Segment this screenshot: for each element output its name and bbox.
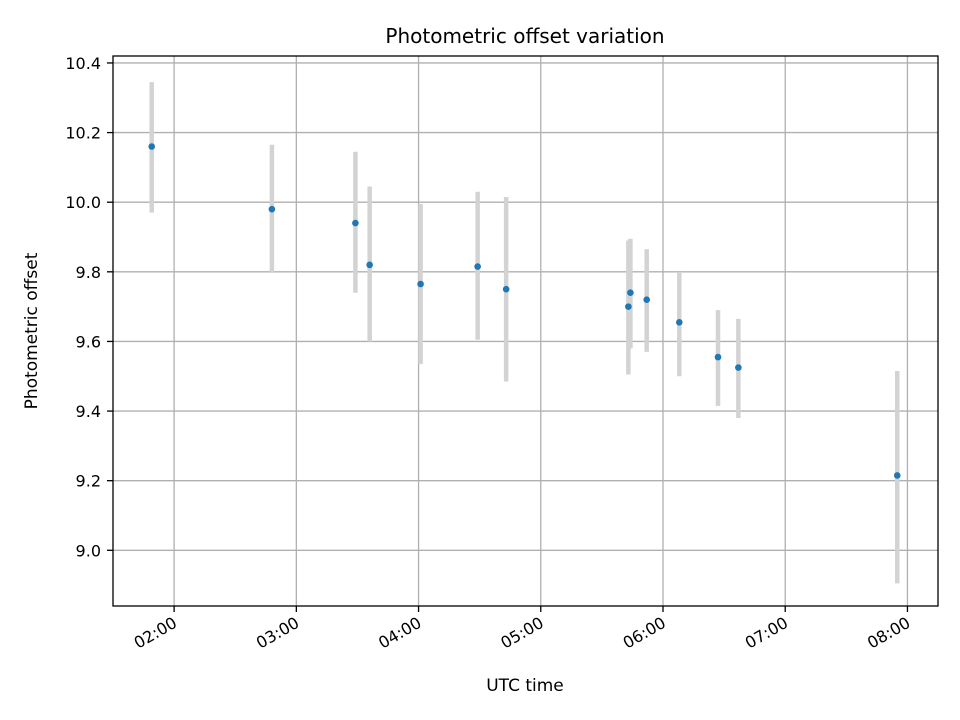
data-point <box>148 143 156 150</box>
data-point <box>627 289 634 297</box>
data-point <box>735 364 742 371</box>
data-point <box>714 353 722 361</box>
x-tick-label: 02:00 <box>131 613 180 653</box>
y-tick-label: 9.4 <box>76 402 101 421</box>
data-point <box>366 261 373 269</box>
data-point <box>643 296 651 303</box>
y-tick-label: 10.2 <box>65 124 101 143</box>
data-point <box>625 303 632 310</box>
y-tick-label: 9.6 <box>76 332 101 351</box>
x-tick-label: 06:00 <box>620 613 669 653</box>
data-point <box>268 205 276 213</box>
data-point <box>474 263 481 270</box>
y-tick-label: 9.2 <box>76 472 101 491</box>
grid <box>113 56 938 606</box>
data-points <box>148 143 901 479</box>
y-tick-label: 10.0 <box>65 193 101 212</box>
plot-frame <box>112 55 939 607</box>
x-tick-label: 05:00 <box>497 613 546 653</box>
x-tick-label: 07:00 <box>742 613 791 653</box>
x-tick-label: 03:00 <box>253 613 302 653</box>
x-axis-ticks: 02:00 03:00 04:00 05:00 06:00 07:00 08:00 <box>131 606 913 653</box>
data-point <box>893 472 901 479</box>
x-axis-label: UTC time <box>486 676 564 696</box>
data-point <box>502 285 510 293</box>
x-tick-label: 08:00 <box>864 613 913 653</box>
y-tick-label: 10.4 <box>65 54 101 73</box>
y-tick-label: 9.0 <box>76 541 101 560</box>
y-axis-label: Photometric offset <box>22 252 42 409</box>
y-tick-label: 9.8 <box>76 263 101 282</box>
chart-title: Photometric offset variation <box>385 24 664 48</box>
x-tick-label: 04:00 <box>375 613 424 653</box>
data-point <box>675 318 683 326</box>
data-point <box>352 219 359 227</box>
data-point <box>417 280 424 288</box>
y-axis-ticks: 9.0 9.2 9.4 9.6 9.8 10.0 10.2 10.4 <box>65 54 113 560</box>
